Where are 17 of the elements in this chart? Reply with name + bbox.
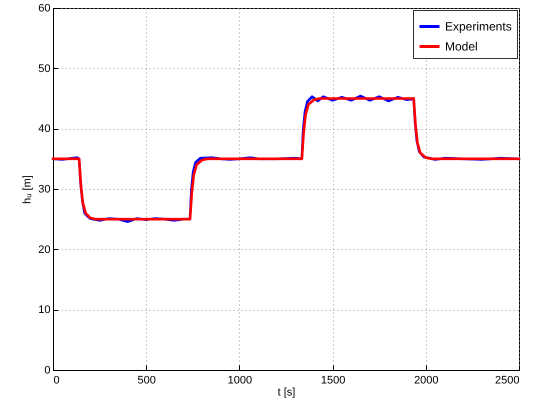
x-tick-label: 2500 [495, 374, 520, 386]
y-axis-title: hᵤ [m] [21, 175, 34, 204]
y-tick-label: 20 [38, 244, 50, 256]
y-tick-label: 10 [38, 304, 50, 316]
x-tick-label: 2000 [414, 374, 439, 386]
legend-label: Model [445, 40, 478, 54]
y-tick-label: 40 [38, 123, 50, 136]
y-tick-label: 30 [38, 184, 50, 196]
y-tick-label: 0 [44, 364, 50, 376]
x-tick-label: 1000 [228, 374, 252, 386]
legend-label: Experiments [445, 20, 512, 34]
y-tick-label: 50 [38, 62, 50, 75]
y-tick-label: 60 [38, 2, 50, 14]
x-tick-label: 500 [138, 374, 156, 386]
x-axis-title: t [s] [278, 386, 296, 398]
x-tick-label: 1500 [320, 374, 346, 386]
x-tick-label: 0 [54, 374, 60, 386]
